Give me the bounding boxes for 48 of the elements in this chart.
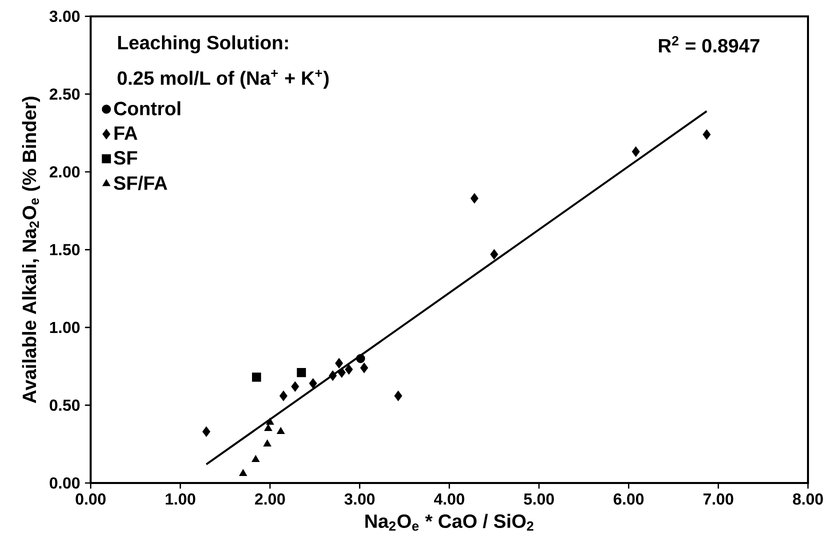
point	[360, 362, 368, 374]
legend-label: SF	[114, 151, 138, 165]
x-tick-label: 8.00	[792, 493, 823, 505]
point	[202, 426, 210, 437]
point	[702, 129, 711, 140]
point	[252, 455, 260, 462]
y-axis-title: Available Alkali, Na$_{2}$O$_{e}$ (% Binder)	[22, 96, 40, 404]
legend-label: FA	[114, 126, 138, 140]
annotation: Leaching Solution:	[118, 35, 288, 54]
y-tick-label: 0.00	[50, 477, 80, 489]
x-tick-label: 5.00	[524, 493, 554, 505]
annotation: R$^{2}$ = 0.8947	[658, 36, 760, 53]
point	[394, 390, 402, 402]
point	[309, 378, 317, 389]
point	[344, 364, 353, 375]
point	[291, 381, 300, 392]
point	[296, 368, 306, 378]
point	[356, 354, 366, 364]
x-axis-title: Na$_{2}$O$_{e}$ * CaO / SiO$_{2}$	[365, 514, 534, 531]
x-tick-label: 7.00	[703, 493, 734, 505]
y-tick-label: 1.50	[50, 244, 80, 256]
y-tick-label: 3.00	[50, 10, 80, 22]
point	[338, 367, 346, 378]
point	[276, 427, 285, 434]
point	[335, 358, 343, 368]
point	[264, 424, 272, 431]
y-tick-label: 0.50	[50, 400, 80, 411]
x-tick-label: 0.00	[76, 493, 106, 505]
point	[252, 372, 262, 382]
y-tick-label: 2.50	[50, 88, 80, 100]
point	[263, 440, 272, 447]
y-tick-label: 1.00	[50, 322, 80, 334]
x-tick-label: 4.00	[434, 493, 464, 505]
x-tick-label: 3.00	[344, 493, 375, 505]
point	[490, 249, 498, 260]
point	[280, 390, 288, 402]
legend-label: Control	[114, 101, 180, 116]
point	[328, 370, 337, 381]
point	[266, 418, 274, 425]
x-tick-label: 6.00	[614, 493, 644, 505]
point	[470, 193, 478, 204]
annotation: 0.25 mol/L of (Na$^{+}$ + K$^{+}$)	[118, 70, 329, 89]
x-tick-label: 2.00	[254, 493, 285, 505]
legend-label: SF/FA	[114, 176, 168, 190]
y-tick-label: 2.00	[50, 166, 80, 178]
point	[632, 146, 640, 157]
x-tick-label: 1.00	[166, 493, 196, 505]
point	[239, 469, 248, 476]
